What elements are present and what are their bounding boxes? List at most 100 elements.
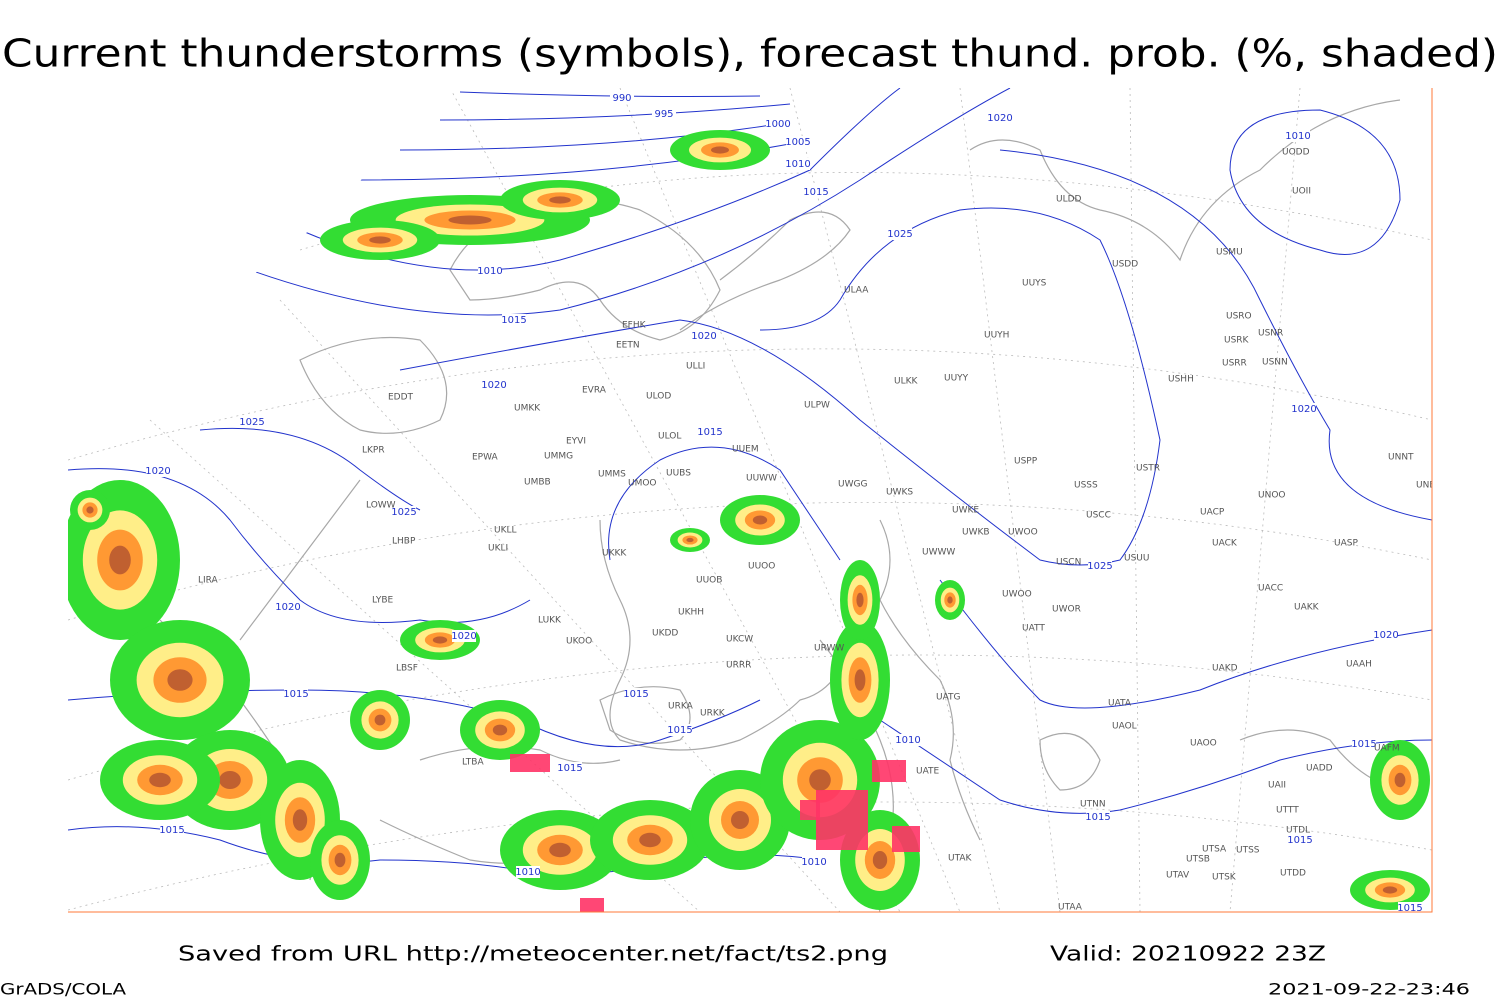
isobar-label-bg [502, 314, 526, 326]
station-code: UAKD [1212, 664, 1238, 674]
prob-area [86, 506, 94, 514]
station-code: UMMS [598, 470, 626, 480]
station-code: UADD [1306, 764, 1333, 774]
isobar-label-bg [1352, 738, 1376, 750]
prob-area [374, 714, 386, 726]
isobar-label: 1025 [1087, 561, 1112, 572]
isobar-label: 1010 [477, 266, 502, 277]
station-code: UUYH [984, 331, 1009, 341]
isobar-label-bg [1398, 902, 1422, 912]
station-code: UAAH [1346, 660, 1372, 670]
station-code: USRR [1222, 359, 1247, 369]
isobar-label: 1020 [275, 602, 300, 613]
isobar-label: 1020 [1373, 630, 1398, 641]
station-code: UTDL [1286, 826, 1310, 836]
prob-area [149, 772, 171, 788]
station-code: USNR [1258, 329, 1283, 339]
station-code: UUYS [1022, 279, 1047, 289]
isobar-label-bg [1292, 403, 1316, 415]
station-code: UNOO [1258, 491, 1286, 501]
isobar-label-bg [1086, 811, 1110, 823]
prob-area [432, 636, 448, 644]
isobar-labels: 990 995 1000 1005 1010 1015 1010 1015 1020 1025 10… [145, 92, 1423, 914]
station-code: UNBB [1416, 481, 1442, 491]
isobar-label-bg [1288, 834, 1312, 846]
station-code: UASP [1334, 539, 1358, 549]
isobar-label: 1015 [623, 689, 648, 700]
isobar-label: 1020 [481, 380, 506, 391]
isobar-label-bg [610, 92, 634, 104]
station-code: UAII [1268, 781, 1286, 791]
isobar-label-bg [482, 379, 506, 391]
isobar-label: 1020 [451, 631, 476, 642]
isobar-label-bg [160, 824, 184, 836]
station-code: ULPW [804, 401, 830, 411]
isobar-label: 1000 [765, 119, 790, 130]
isobar-label: 1015 [1397, 903, 1422, 914]
station-code: EPWA [472, 453, 499, 463]
prob-area [856, 592, 864, 608]
station-code: UUEM [732, 445, 759, 455]
isobar-label-bg [652, 108, 676, 120]
isobar-label-bg [478, 265, 502, 277]
storm-symbol [510, 754, 550, 772]
station-code: UNNT [1388, 453, 1414, 463]
station-code: ULDD [1056, 195, 1082, 205]
station-code: EVRA [582, 386, 607, 396]
station-code: LTBA [462, 758, 484, 768]
title: Current thunderstorms (symbols), forecas… [2, 32, 1498, 76]
station-code: UUOO [748, 562, 775, 572]
prob-area [369, 236, 391, 244]
prob-area [711, 146, 729, 154]
station-code: USSS [1074, 481, 1098, 491]
isobar-label-bg [284, 688, 308, 700]
map-area: 990 995 1000 1005 1010 1015 1010 1015 1020 1025 10… [68, 88, 1442, 914]
storm-symbol [580, 898, 604, 912]
station-code: UMBB [524, 478, 551, 488]
station-code: UAKK [1294, 603, 1320, 613]
isobar-label-bg [698, 426, 722, 438]
isobar-label-bg [896, 734, 920, 746]
station-code: UWOR [1052, 605, 1081, 615]
isobar-label-bg [276, 601, 300, 613]
prob-area [219, 771, 241, 789]
station-code: UMMG [544, 452, 573, 462]
storm-symbol [800, 800, 820, 820]
station-code: UACP [1200, 508, 1225, 518]
station-code: UKLI [488, 544, 508, 554]
prob-area [752, 515, 768, 525]
station-code: UATT [1022, 624, 1045, 634]
isobar-label-bg [668, 724, 692, 736]
isobar-label-bg [452, 630, 476, 642]
station-code: UTSK [1212, 873, 1237, 883]
prob-area [492, 724, 508, 736]
isobar-label-bg [558, 762, 582, 774]
prob-area [334, 852, 346, 868]
source-url: Saved from URL http://meteocenter.net/fa… [178, 942, 888, 966]
storm-symbol [892, 826, 920, 852]
isobar-label-bg [786, 158, 810, 170]
station-code: LKPR [362, 446, 385, 456]
station-code: UUBS [666, 469, 691, 479]
isobar-label: 1015 [557, 763, 582, 774]
station-code: UKDD [652, 629, 678, 639]
station-code: UWWW [922, 548, 955, 558]
isobar-label: 1015 [1085, 812, 1110, 823]
isobar-label: 1015 [697, 427, 722, 438]
station-code: UWKE [952, 506, 979, 516]
isobar-label: 1015 [501, 315, 526, 326]
prob-area [809, 769, 831, 791]
station-code: ULAA [844, 286, 869, 296]
isobar-label: 1020 [145, 466, 170, 477]
station-code: UKCW [726, 635, 753, 645]
station-code: LHBP [392, 537, 416, 547]
isobars [68, 88, 1432, 874]
station-code: UTNN [1080, 800, 1106, 810]
storm-symbol [816, 790, 868, 850]
station-code: UTDD [1280, 869, 1306, 879]
station-code: UKLL [494, 526, 517, 536]
isobar-label: 1025 [391, 507, 416, 518]
station-code: UKOO [566, 637, 592, 647]
station-code: ULOD [646, 392, 671, 402]
